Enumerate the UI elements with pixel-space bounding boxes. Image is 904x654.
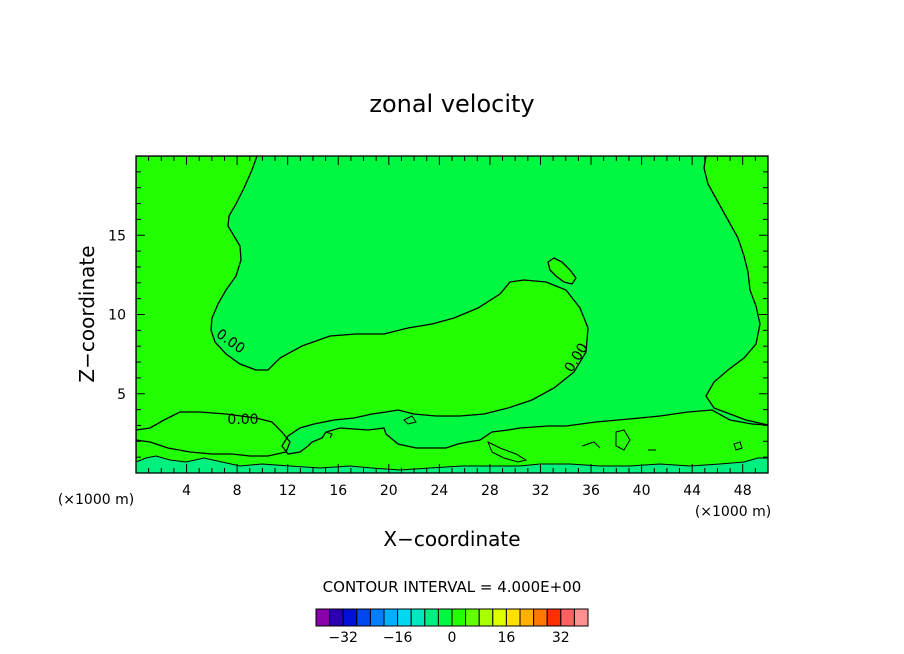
colorbar-swatch [465,608,480,627]
colorbar-swatch [546,608,562,627]
colorbar-swatch [533,608,548,627]
right-positive-region [703,156,768,426]
x-tick-label: 16 [329,483,347,499]
colorbar-swatch [397,608,412,627]
colorbar-swatch [342,608,358,627]
x-tick-label: 44 [683,483,701,499]
contour-noise [325,415,743,463]
colorbar-swatch [451,608,467,627]
y-tick-label: 10 [108,308,126,324]
contour-interval-label: CONTOUR INTERVAL = 4.000E+00 [323,578,582,596]
x-tick-label: 4 [182,483,191,499]
x-unit-left: (×1000 m) [58,492,134,508]
x-unit-right: (×1000 m) [695,504,771,520]
y-tick-label: 15 [108,228,126,244]
x-tick-label: 32 [532,483,550,499]
colorbar-swatch [410,608,426,627]
colorbar-swatch [315,608,331,627]
colorbar-swatch [478,608,494,627]
colorbar-swatch [519,608,535,627]
colorbar-tick-label: −32 [328,630,358,646]
x-tick-label: 20 [380,483,398,499]
colorbar-swatch [492,608,507,627]
x-axis-label: X−coordinate [383,527,520,551]
x-tick-label: 48 [734,483,752,499]
x-tick-label: 40 [633,483,651,499]
y-axis-label: Z−coordinate [75,245,99,382]
x-tick-label: 24 [430,483,448,499]
colorbar-swatch [369,608,385,627]
colorbar-swatch [560,608,575,627]
chart-title: zonal velocity [369,90,534,118]
colorbar-swatch [329,608,344,627]
colorbar-swatch [505,608,521,627]
x-tick-label: 8 [233,483,242,499]
colorbar-tick-label: 0 [448,630,457,646]
upper-small-positive [547,257,577,285]
central-positive-region [136,156,768,473]
colorbar-swatch [424,608,439,627]
y-tick-label: 5 [117,387,126,403]
x-axis: 4 8 12 16 20 24 28 32 36 40 44 48 [148,156,756,499]
surface-negative-layer [136,455,768,473]
colorbar: −32 −16 0 16 32 [315,608,589,646]
colorbar-swatch [356,608,371,627]
x-tick-label: 36 [582,483,600,499]
x-tick-label: 12 [279,483,297,499]
colorbar-swatch [383,608,399,627]
colorbar-tick-label: 16 [497,630,515,646]
y-axis: 5 10 15 [108,171,768,458]
colorbar-tick-label: −16 [383,630,413,646]
colorbar-swatch [573,608,589,627]
contour-label: 0.00 [227,412,258,428]
colorbar-swatch [437,608,453,627]
x-tick-label: 28 [481,483,499,499]
colorbar-tick-label: 32 [552,630,570,646]
plot-area [136,156,768,473]
